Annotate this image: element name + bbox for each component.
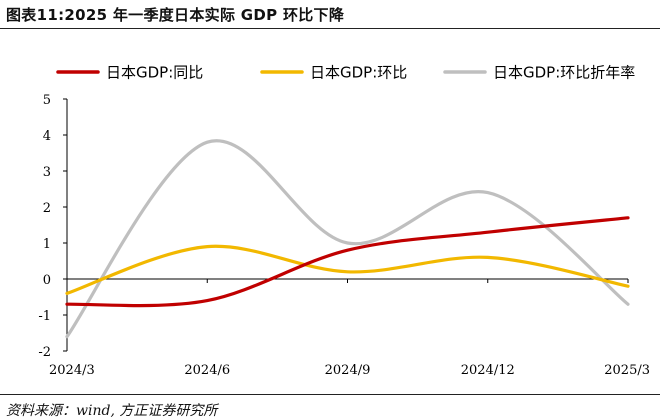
source-divider — [0, 394, 660, 395]
y-tick-label: -1 — [38, 309, 51, 324]
x-tick-label: 2024/3 — [49, 363, 95, 378]
y-tick-label: 5 — [43, 93, 51, 108]
x-tick-label: 2025/3 — [604, 363, 650, 378]
x-axis: 2024/3 2024/6 2024/9 2024/12 2025/3 — [49, 278, 650, 378]
x-tick-label: 2024/12 — [461, 363, 515, 378]
legend-label-2: 日本GDP:环比折年率 — [493, 64, 635, 82]
title-divider — [0, 28, 660, 29]
series-line-0 — [65, 216, 630, 308]
legend: 日本GDP:同比 日本GDP:环比 日本GDP:环比折年率 — [56, 64, 635, 82]
chart-title: 图表11:2025 年一季度日本实际 GDP 环比下降 — [6, 6, 345, 24]
y-tick-label: 4 — [43, 129, 51, 144]
source-note: 资料来源：wind, 方正证券研究所 — [6, 403, 218, 419]
y-tick-label: 0 — [43, 273, 51, 288]
x-tick-label: 2024/9 — [325, 363, 371, 378]
y-tick-label: 1 — [43, 237, 51, 252]
series-lines — [65, 139, 630, 339]
y-tick-label: -2 — [38, 345, 51, 360]
series-line-1 — [65, 244, 630, 295]
legend-label-1: 日本GDP:环比 — [310, 64, 407, 82]
y-tick-label: 3 — [43, 165, 51, 180]
y-axis: -2 -1 0 1 2 3 4 5 — [38, 93, 68, 360]
legend-label-0: 日本GDP:同比 — [106, 64, 203, 82]
x-tick-label: 2024/6 — [184, 363, 230, 378]
y-tick-label: 2 — [43, 201, 51, 216]
series-line-2 — [65, 139, 630, 339]
chart: 日本GDP:同比 日本GDP:环比 日本GDP:环比折年率 -2 -1 0 1 2 3 4 5 2… — [38, 64, 650, 379]
